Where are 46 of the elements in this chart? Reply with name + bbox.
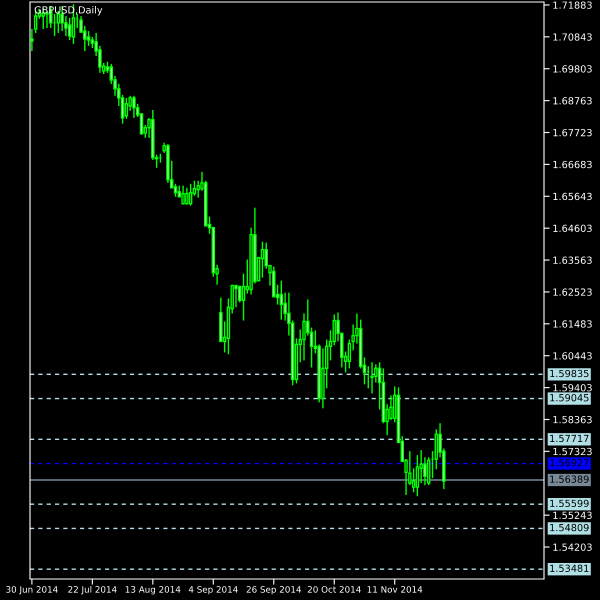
y-tick-label: 1.62523 <box>553 288 592 296</box>
candlestick <box>188 183 192 206</box>
y-tick-label: 1.57323 <box>553 448 592 456</box>
y-tick-label: 1.68763 <box>553 97 592 104</box>
y-tick-label: 1.67723 <box>553 128 592 136</box>
y-tick-label: 1.71883 <box>553 1 592 9</box>
x-tick-label: 13 Aug 2014 <box>126 586 180 594</box>
y-tick-label: 1.64603 <box>553 224 592 232</box>
candlestick <box>185 187 189 206</box>
x-tick-label: 4 Sep 2014 <box>188 586 238 594</box>
x-tick-label: 20 Oct 2014 <box>308 586 361 593</box>
candlestick <box>238 284 242 304</box>
y-tick-label: 1.55243 <box>553 512 592 519</box>
ref-line-label: 1.59045 <box>550 394 588 402</box>
candlestick <box>174 183 178 198</box>
candlestick <box>181 184 185 206</box>
ref-line-label: 1.54809 <box>550 524 589 532</box>
candlestick <box>370 362 374 394</box>
y-tick-label: 1.65643 <box>553 192 592 200</box>
candlestick <box>132 95 136 119</box>
y-tick-label: 1.66683 <box>553 160 592 168</box>
x-tick-label: 26 Sep 2014 <box>246 586 302 594</box>
x-tick-label: 11 Nov 2014 <box>368 586 422 593</box>
candlestick <box>280 280 284 320</box>
ref-line-label: 1.53481 <box>550 564 588 572</box>
candlestick <box>124 97 128 120</box>
y-tick-label: 1.59403 <box>553 384 592 392</box>
y-tick-label: 1.54203 <box>553 544 592 551</box>
y-tick-label: 1.61483 <box>553 320 592 328</box>
y-tick-label: 1.70843 <box>553 33 592 41</box>
y-tick-label: 1.58363 <box>553 416 592 424</box>
x-tick-label: 30 Jun 2014 <box>6 586 58 594</box>
ref-line-label: 1.55599 <box>550 500 589 508</box>
y-tick-label: 1.60443 <box>553 352 592 360</box>
x-tick-label: 22 Jul 2014 <box>68 586 117 594</box>
candlestick <box>234 284 238 308</box>
candlestick <box>86 30 90 47</box>
ref-line-label: 1.56389 <box>550 475 589 483</box>
ref-line-label: 1.59835 <box>550 370 588 378</box>
candlestick <box>260 241 264 278</box>
y-tick-label: 1.63563 <box>553 256 592 264</box>
candlestick <box>416 454 420 497</box>
ref-line-label: 1.56927 <box>550 458 589 466</box>
candlestick <box>68 17 72 41</box>
y-tick-label: 1.69803 <box>553 65 592 73</box>
ref-line-label: 1.57717 <box>550 434 589 442</box>
